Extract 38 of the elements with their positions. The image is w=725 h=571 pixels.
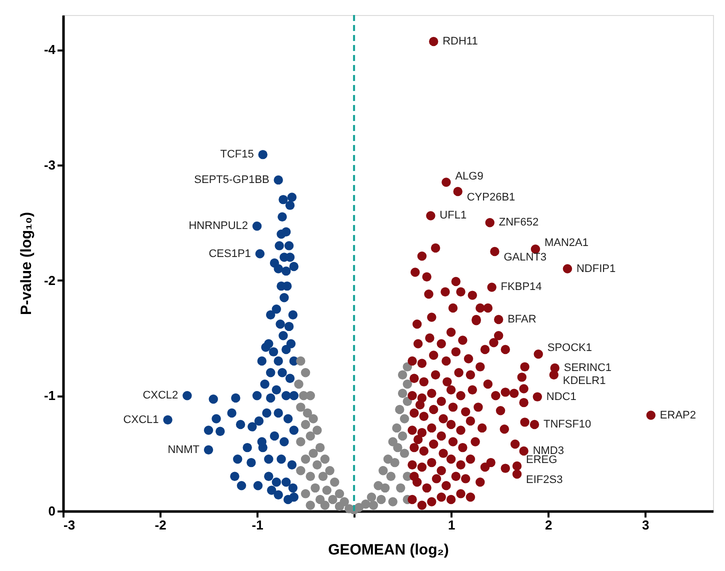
annotation: EIF2S3 xyxy=(526,474,563,486)
annotation: CES1P1 xyxy=(208,248,251,260)
annotation: NDC1 xyxy=(546,390,576,403)
annotation: EREG xyxy=(526,454,558,466)
annotation: SPOCK1 xyxy=(547,342,592,354)
y-tick-label: -2 xyxy=(44,272,56,288)
annotation: ALG9 xyxy=(455,170,484,182)
annotation: CXCL1 xyxy=(123,414,159,426)
x-tick-label: -3 xyxy=(64,518,76,532)
annotation: KDELR1 xyxy=(562,374,606,387)
y-tick-label: 0 xyxy=(48,504,56,518)
annotation: TNFSF10 xyxy=(543,418,592,430)
x-tick-label: -2 xyxy=(154,518,166,532)
annotation: TCF15 xyxy=(220,148,254,161)
annotation: CXCL2 xyxy=(142,390,178,402)
y-axis-title: P-value (log₁₀) xyxy=(18,212,35,315)
annotation: UFL1 xyxy=(440,210,467,222)
annotation: CYP26B1 xyxy=(466,191,516,204)
annotation: HNRNPUL2 xyxy=(188,220,248,232)
annotation: ZNF652 xyxy=(498,216,539,229)
annotation: GALNT3 xyxy=(504,251,547,264)
annotation: NDFIP1 xyxy=(576,262,616,275)
annotation: SERINC1 xyxy=(564,362,612,374)
x-tick-label: 3 xyxy=(642,518,650,532)
x-tick-label: 2 xyxy=(544,518,552,532)
annotation: ERAP2 xyxy=(660,409,696,422)
y-tick-label: -3 xyxy=(44,157,56,172)
x-tick-label: -1 xyxy=(252,518,264,532)
annotation: FKBP14 xyxy=(500,281,542,294)
y-tick-label: -1 xyxy=(44,388,56,404)
annotation: NNMT xyxy=(168,444,200,456)
x-tick-label: 1 xyxy=(448,518,456,532)
y-tick-label: -4 xyxy=(44,42,56,58)
x-axis-title: GEOMEAN (log₂) xyxy=(328,542,449,558)
annotation: RDH11 xyxy=(442,36,478,48)
annotation: SEPT5-GP1BB xyxy=(194,174,270,186)
annotation: MAN2A1 xyxy=(544,237,588,250)
annotation: BFAR xyxy=(508,314,536,326)
